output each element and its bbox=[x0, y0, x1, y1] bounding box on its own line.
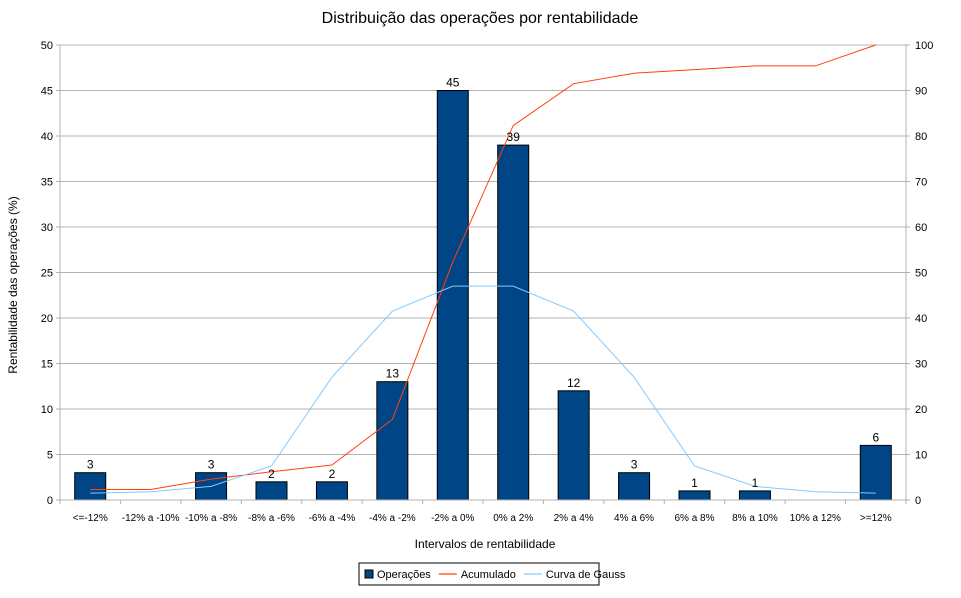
y-axis-title: Rentabilidade das operações (%) bbox=[6, 196, 20, 373]
y-tick-label: 30 bbox=[41, 222, 53, 234]
data-labels: 3 3 2 2 13 45 39 12 3 1 1 6 bbox=[87, 76, 880, 490]
line-series bbox=[90, 44, 876, 494]
data-label: 1 bbox=[752, 476, 759, 490]
y-tick-label: 15 bbox=[41, 359, 53, 371]
x-axis-title: Intervalos de rentabilidade bbox=[415, 537, 556, 551]
x-tick-label: >=12% bbox=[860, 513, 892, 524]
x-tick-label: 6% a 8% bbox=[674, 513, 714, 524]
x-tick-label: -12% a -10% bbox=[122, 513, 180, 524]
y-tick-label: 25 bbox=[41, 268, 53, 280]
y2-tick-label: 40 bbox=[915, 313, 927, 325]
x-tick-label: -4% a -2% bbox=[369, 513, 416, 524]
legend-swatch bbox=[364, 569, 374, 579]
legend-label: Operações bbox=[377, 569, 431, 581]
data-label: 3 bbox=[208, 458, 215, 472]
x-tick-label: -8% a -6% bbox=[248, 513, 295, 524]
data-label: 3 bbox=[631, 458, 638, 472]
y-tick-label: 40 bbox=[41, 131, 53, 143]
bar bbox=[678, 490, 711, 501]
y2-tick-label: 30 bbox=[915, 359, 927, 371]
chart-title: Distribuição das operações por rentabili… bbox=[322, 10, 639, 27]
x-tick-label: 4% a 6% bbox=[614, 513, 654, 524]
data-label: 2 bbox=[268, 467, 275, 481]
bar bbox=[74, 472, 107, 501]
y-tick-label: 20 bbox=[41, 313, 53, 325]
x-tick-label: <=-12% bbox=[73, 513, 108, 524]
y-tick-label: 50 bbox=[41, 40, 53, 52]
bar bbox=[738, 490, 771, 501]
x-tick-label: 8% a 10% bbox=[732, 513, 778, 524]
bar bbox=[497, 144, 530, 501]
y2-tick-label: 50 bbox=[915, 268, 927, 280]
y2-tick-label: 100 bbox=[915, 40, 933, 52]
bar bbox=[376, 381, 409, 501]
bar bbox=[557, 390, 590, 501]
y2-tick-label: 60 bbox=[915, 222, 927, 234]
x-tick-label: -2% a 0% bbox=[431, 513, 474, 524]
x-tick-label: -10% a -8% bbox=[185, 513, 237, 524]
bar bbox=[436, 90, 469, 501]
y2-tick-label: 70 bbox=[915, 177, 927, 189]
y-tick-label: 35 bbox=[41, 177, 53, 189]
bar bbox=[255, 481, 288, 501]
data-label: 45 bbox=[446, 76, 460, 90]
data-label: 3 bbox=[87, 458, 94, 472]
y2-tick-label: 10 bbox=[915, 450, 927, 462]
y-tick-label: 5 bbox=[47, 450, 53, 462]
legend-label: Acumulado bbox=[461, 569, 516, 581]
bar bbox=[315, 481, 348, 501]
y2-axis-ticks: 0 10 20 30 40 50 60 70 80 90 100 bbox=[906, 40, 933, 507]
bar bbox=[618, 472, 651, 501]
x-tick-label: 2% a 4% bbox=[554, 513, 594, 524]
line-curva-de-gauss bbox=[90, 285, 876, 494]
y2-tick-label: 0 bbox=[915, 495, 921, 507]
data-label: 6 bbox=[872, 430, 879, 444]
line-acumulado bbox=[90, 44, 876, 491]
legend: Operações Acumulado Curva de Gauss bbox=[358, 562, 626, 586]
data-label: 1 bbox=[691, 476, 698, 490]
gridlines bbox=[60, 44, 906, 455]
x-tick-label: -6% a -4% bbox=[309, 513, 356, 524]
data-label: 13 bbox=[386, 367, 400, 381]
y2-tick-label: 20 bbox=[915, 404, 927, 416]
y2-tick-label: 80 bbox=[915, 131, 927, 143]
x-axis-ticks: <=-12% -12% a -10% -10% a -8% -8% a -6% -6% … bbox=[59, 500, 907, 524]
y2-tick-label: 90 bbox=[915, 86, 927, 98]
data-label: 2 bbox=[329, 467, 336, 481]
legend-label: Curva de Gauss bbox=[546, 569, 626, 581]
y-tick-label: 0 bbox=[47, 495, 53, 507]
x-tick-label: 10% a 12% bbox=[790, 513, 841, 524]
y-tick-label: 45 bbox=[41, 86, 53, 98]
bar-series bbox=[74, 90, 892, 501]
data-label: 39 bbox=[507, 130, 521, 144]
bar bbox=[859, 444, 892, 501]
legend-box bbox=[358, 562, 600, 586]
y-axis-ticks: 0 5 10 15 20 25 30 35 40 45 50 bbox=[41, 40, 60, 507]
data-label: 12 bbox=[567, 376, 581, 390]
y-tick-label: 10 bbox=[41, 404, 53, 416]
x-tick-label: 0% a 2% bbox=[493, 513, 533, 524]
